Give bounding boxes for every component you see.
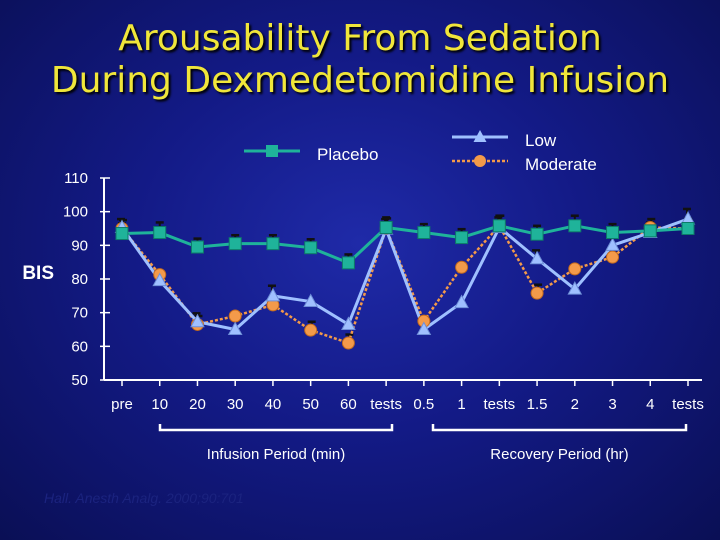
marker-moderate xyxy=(455,260,469,274)
x-tick-label: 1.5 xyxy=(527,396,548,413)
marker-low xyxy=(529,250,545,265)
x-tick-label: 30 xyxy=(227,396,244,413)
y-tick-label: 100 xyxy=(63,204,88,221)
y-tick-label: 80 xyxy=(71,271,88,288)
marker-placebo xyxy=(379,220,393,234)
x-tick-label: 3 xyxy=(608,396,616,413)
marker-moderate xyxy=(228,309,242,323)
legend-marker-low xyxy=(473,130,487,142)
y-tick-label: 70 xyxy=(71,305,88,322)
y-tick-label: 50 xyxy=(71,372,88,389)
x-tick-label: tests xyxy=(370,396,402,413)
group-label: Recovery Period (hr) xyxy=(490,446,628,463)
x-tick-label: 50 xyxy=(302,396,319,413)
marker-placebo xyxy=(606,226,620,240)
group-label: Infusion Period (min) xyxy=(207,446,345,463)
chart-title: Arousability From Sedation During Dexmed… xyxy=(0,18,720,102)
x-tick-label: 4 xyxy=(646,396,654,413)
x-tick-label: 60 xyxy=(340,396,357,413)
marker-low xyxy=(265,287,281,302)
marker-low xyxy=(227,321,243,335)
marker-low xyxy=(152,272,168,287)
marker-low xyxy=(454,294,469,309)
x-tick-label: 2 xyxy=(571,396,579,413)
title-line-2: During Dexmedetomidine Infusion xyxy=(50,60,670,101)
marker-placebo xyxy=(455,231,469,245)
x-tick-label: 0.5 xyxy=(413,396,434,413)
y-tick-label: 90 xyxy=(71,237,88,254)
marker-placebo xyxy=(153,226,167,240)
group-bracket xyxy=(431,424,688,432)
marker-low xyxy=(605,237,620,251)
x-tick-label: tests xyxy=(483,396,515,413)
series-line-placebo xyxy=(121,224,689,265)
y-tick-label: 110 xyxy=(64,170,88,187)
title-line-1: Arousability From Sedation xyxy=(118,18,602,59)
x-tick-label: 10 xyxy=(151,396,168,413)
y-axis-label: BIS xyxy=(22,263,54,284)
marker-placebo xyxy=(643,224,657,238)
marker-moderate xyxy=(530,286,544,300)
x-tick-label: 1 xyxy=(457,396,465,413)
legend: Placebo Low Moderate xyxy=(244,130,597,174)
series-line-low xyxy=(120,217,689,331)
marker-placebo xyxy=(341,256,355,270)
axes: 50 60 70 80 90 100 110 pre 10 20 30 40 50 60 tests 0.5 1… xyxy=(22,170,704,463)
series-markers xyxy=(114,211,696,350)
marker-moderate xyxy=(304,323,318,337)
citation: Hall. Anesth Analg. 2000;90:701 xyxy=(44,490,244,506)
legend-marker-placebo xyxy=(266,145,278,157)
marker-low xyxy=(303,293,319,308)
group-bracket xyxy=(158,424,394,432)
marker-placebo xyxy=(568,219,582,233)
legend-label-moderate: Moderate xyxy=(525,155,597,174)
marker-placebo xyxy=(228,237,242,251)
x-tick-label: 20 xyxy=(189,396,206,413)
marker-placebo xyxy=(530,227,544,241)
x-tick-label: 40 xyxy=(265,396,282,413)
legend-marker-moderate xyxy=(474,155,486,167)
marker-placebo xyxy=(115,227,129,241)
marker-placebo xyxy=(681,222,695,235)
marker-moderate xyxy=(341,336,355,350)
x-tick-label: pre xyxy=(111,396,133,413)
series-line-moderate xyxy=(121,224,689,345)
marker-low xyxy=(190,313,205,328)
marker-placebo xyxy=(266,237,280,251)
marker-placebo xyxy=(304,241,318,255)
marker-moderate xyxy=(568,262,582,276)
marker-moderate xyxy=(606,250,620,264)
marker-low xyxy=(341,316,356,330)
x-tick-label: tests xyxy=(672,396,704,413)
marker-placebo xyxy=(492,219,506,233)
marker-low xyxy=(567,281,583,295)
legend-label-low: Low xyxy=(525,131,557,150)
legend-label-placebo: Placebo xyxy=(317,145,378,164)
y-tick-label: 60 xyxy=(71,338,88,355)
marker-placebo xyxy=(190,240,204,254)
marker-low xyxy=(416,321,432,335)
marker-placebo xyxy=(417,226,431,240)
